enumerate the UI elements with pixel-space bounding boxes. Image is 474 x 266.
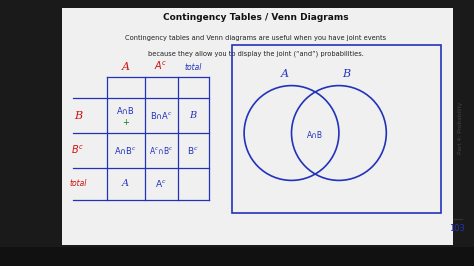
Text: A$^c$∩B$^c$: A$^c$∩B$^c$ [149,145,173,156]
Text: $B^c$: $B^c$ [71,144,84,156]
Bar [0,247,474,266]
Text: because they allow you to display the joint (“and”) probabilities.: because they allow you to display the jo… [148,51,364,57]
Text: 103: 103 [449,224,465,233]
Text: total: total [70,179,87,188]
Text: A$^c$: A$^c$ [155,178,167,189]
Text: A∩B: A∩B [117,107,135,116]
Text: +: + [122,118,129,127]
Text: A: A [122,179,129,188]
Text: B: B [342,69,350,79]
Bar [62,8,453,245]
Text: Part 4: Probability: Part 4: Probability [458,102,463,154]
Text: B$^c$: B$^c$ [187,145,199,156]
Text: A∩B$^c$: A∩B$^c$ [114,145,137,156]
Bar [232,45,441,213]
Text: B∩A$^c$: B∩A$^c$ [150,110,173,121]
Text: Contingency Tables / Venn Diagrams: Contingency Tables / Venn Diagrams [163,13,349,22]
Text: total: total [184,63,202,72]
Text: A∩B: A∩B [307,131,323,140]
Text: $A^c$: $A^c$ [155,59,168,72]
Text: A: A [122,62,129,72]
Text: A: A [281,69,288,79]
Text: B: B [74,111,82,121]
Text: Contingency tables and Venn diagrams are useful when you have joint events: Contingency tables and Venn diagrams are… [126,35,386,41]
Text: B: B [190,111,197,120]
